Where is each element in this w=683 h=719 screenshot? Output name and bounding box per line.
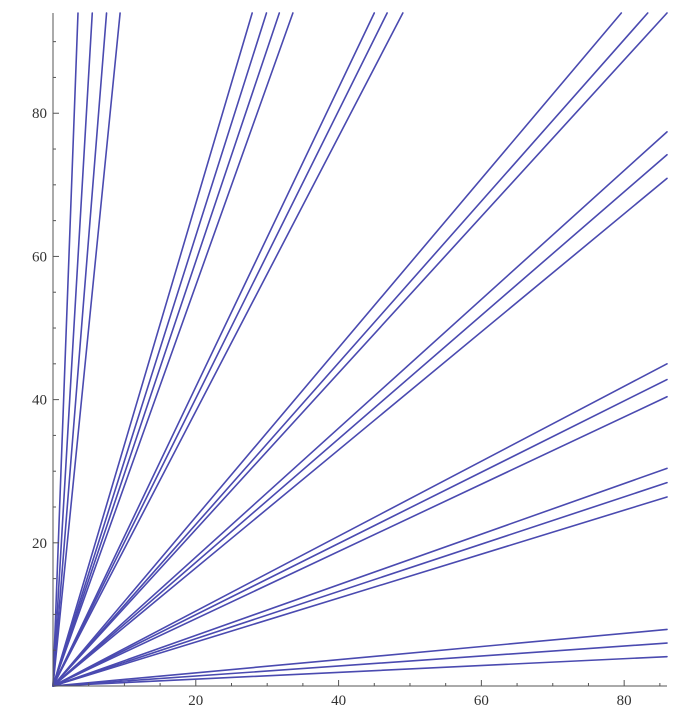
series-line-1 — [52, 655, 668, 687]
x-tick-label-60: 60 — [474, 693, 489, 709]
series-line-20 — [52, 12, 281, 687]
y-tick-label-40: 40 — [32, 393, 47, 409]
series-line-24 — [52, 12, 108, 687]
x-tick-label-20: 20 — [188, 693, 203, 709]
series-line-4 — [52, 496, 668, 687]
series-line-14 — [52, 12, 649, 687]
series-line-2 — [52, 642, 668, 687]
y-tick-label-20: 20 — [32, 536, 47, 552]
series-line-10 — [52, 177, 668, 687]
series-line-23 — [52, 12, 121, 687]
series-line-18 — [52, 12, 376, 687]
y-tick-label-60: 60 — [32, 249, 47, 265]
series-line-8 — [52, 378, 668, 687]
series-line-3 — [52, 628, 668, 687]
series-line-21 — [52, 12, 268, 687]
series-line-26 — [52, 12, 79, 687]
series-line-9 — [52, 363, 668, 687]
series-line-19 — [52, 12, 294, 687]
x-tick-label-80: 80 — [617, 693, 632, 709]
series-line-15 — [52, 12, 623, 687]
series-line-25 — [52, 12, 94, 687]
y-tick-label-80: 80 — [32, 106, 47, 122]
x-tick-label-40: 40 — [331, 693, 346, 709]
series-line-16 — [52, 12, 404, 687]
series-line-11 — [52, 153, 668, 687]
series-line-12 — [52, 131, 668, 687]
series-line-22 — [52, 12, 253, 687]
ticks-layer: 20 40 60 80 20 40 60 80 — [32, 41, 661, 709]
series-line-7 — [52, 395, 668, 687]
series-line-17 — [52, 12, 388, 687]
series-line-5 — [52, 481, 668, 687]
series-line-6 — [52, 467, 668, 687]
axes-layer — [52, 13, 667, 687]
series-line-13 — [52, 12, 668, 687]
series-layer — [52, 12, 668, 687]
